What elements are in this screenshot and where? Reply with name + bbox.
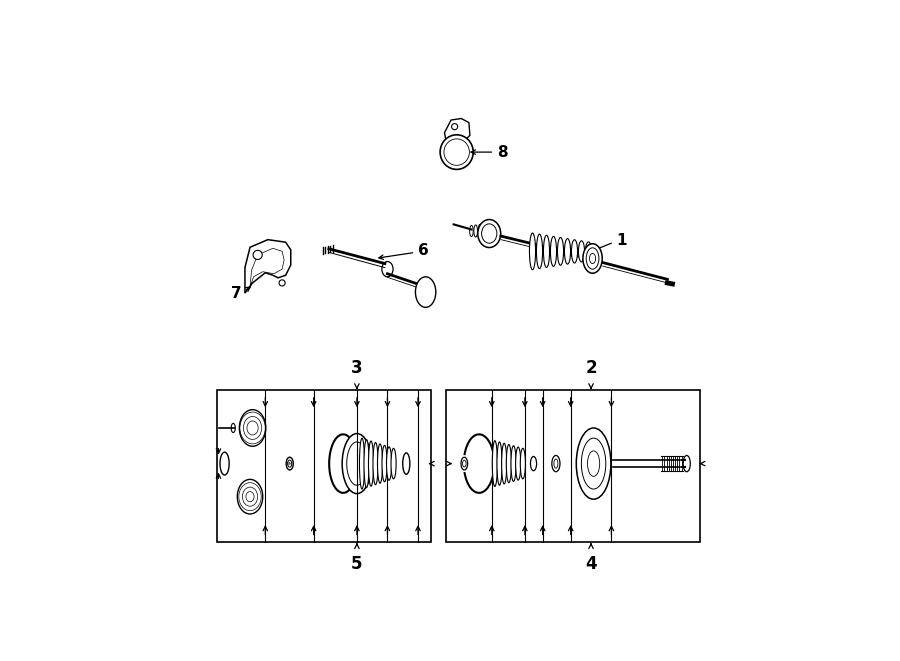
Ellipse shape: [482, 224, 486, 238]
Ellipse shape: [557, 237, 563, 265]
Ellipse shape: [551, 237, 556, 266]
Ellipse shape: [239, 410, 266, 446]
Ellipse shape: [501, 444, 507, 484]
Ellipse shape: [220, 452, 230, 475]
Ellipse shape: [579, 241, 584, 262]
Ellipse shape: [585, 242, 591, 261]
Ellipse shape: [382, 262, 393, 277]
Ellipse shape: [536, 234, 543, 268]
Text: 5: 5: [351, 555, 363, 573]
Ellipse shape: [461, 457, 468, 470]
Ellipse shape: [552, 455, 560, 472]
Ellipse shape: [564, 239, 571, 264]
Ellipse shape: [382, 446, 387, 482]
Ellipse shape: [511, 446, 516, 481]
Ellipse shape: [520, 448, 526, 479]
Ellipse shape: [391, 448, 396, 479]
Ellipse shape: [516, 447, 521, 480]
Ellipse shape: [683, 455, 690, 472]
Text: 8: 8: [497, 145, 508, 159]
Ellipse shape: [238, 479, 263, 514]
Ellipse shape: [544, 235, 550, 268]
Ellipse shape: [286, 457, 293, 470]
Text: EM: EM: [287, 461, 292, 465]
Ellipse shape: [470, 225, 473, 237]
Ellipse shape: [530, 457, 536, 471]
Ellipse shape: [583, 244, 602, 273]
Ellipse shape: [576, 428, 611, 499]
Ellipse shape: [402, 453, 410, 475]
Ellipse shape: [478, 219, 500, 247]
Text: 1: 1: [616, 233, 627, 248]
Ellipse shape: [474, 225, 478, 237]
Text: 2: 2: [585, 359, 597, 377]
Ellipse shape: [440, 135, 473, 169]
Ellipse shape: [231, 424, 235, 432]
Ellipse shape: [497, 442, 502, 485]
Ellipse shape: [492, 441, 498, 486]
Text: 7: 7: [230, 286, 241, 301]
Ellipse shape: [364, 440, 369, 488]
Ellipse shape: [478, 224, 482, 237]
Text: 3: 3: [351, 359, 363, 377]
Polygon shape: [245, 240, 291, 293]
Ellipse shape: [529, 233, 535, 270]
Ellipse shape: [373, 442, 378, 485]
Text: 6: 6: [418, 243, 428, 258]
Ellipse shape: [359, 438, 364, 489]
Bar: [217, 390, 431, 543]
Ellipse shape: [572, 240, 578, 263]
Ellipse shape: [377, 444, 382, 483]
Ellipse shape: [507, 444, 511, 483]
Ellipse shape: [342, 434, 372, 494]
Ellipse shape: [416, 277, 436, 307]
Text: 4: 4: [585, 555, 597, 573]
Bar: [446, 390, 700, 543]
Ellipse shape: [386, 447, 391, 481]
Circle shape: [279, 280, 285, 286]
Ellipse shape: [368, 441, 373, 486]
Circle shape: [253, 251, 262, 260]
